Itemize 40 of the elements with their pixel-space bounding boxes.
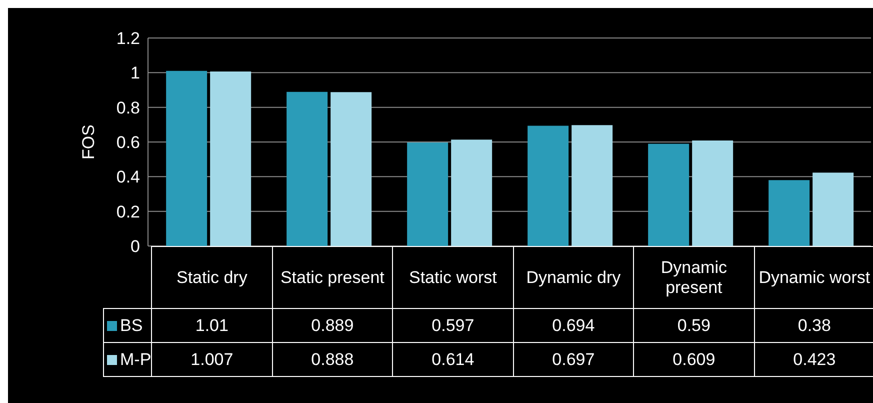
bar	[768, 180, 810, 246]
bar	[210, 71, 252, 246]
x-tick-label: Dynamic present	[634, 246, 754, 308]
bar	[528, 126, 569, 246]
data-label: 0.694	[513, 308, 634, 342]
y-tick-label: 0	[130, 237, 140, 256]
bar	[330, 92, 372, 246]
x-tick-label: Dynamic dry	[513, 246, 634, 308]
legend-label: BS	[104, 308, 152, 342]
y-tick-label: 0.2	[116, 202, 140, 222]
y-axis-title: FOS	[79, 124, 98, 160]
data-label: 0.38	[754, 308, 873, 342]
bar	[451, 140, 492, 246]
bar	[812, 172, 854, 246]
data-label: 0.59	[634, 308, 754, 342]
y-tick-label: 1.2	[116, 29, 140, 48]
data-label: 0.614	[392, 342, 514, 376]
x-tick-label: Static present	[272, 246, 393, 308]
y-tick-label: 0.4	[116, 168, 140, 187]
x-tick-label: Static dry	[152, 246, 272, 308]
data-label: 1.01	[152, 308, 272, 342]
bar	[572, 125, 613, 246]
legend-label: M-P	[104, 342, 152, 376]
x-tick-label: Dynamic worst	[754, 246, 873, 308]
y-tick-label: 0.8	[116, 98, 140, 118]
data-label: 0.888	[272, 342, 393, 376]
data-label: 0.423	[754, 342, 873, 376]
bar	[692, 140, 734, 246]
bar	[648, 144, 690, 246]
bar	[407, 142, 448, 246]
y-tick-label: 1	[130, 64, 140, 83]
bar	[286, 92, 328, 246]
y-tick-label: 0.6	[116, 133, 140, 152]
bar	[166, 70, 208, 246]
data-label: 0.889	[272, 308, 393, 342]
data-label: 0.697	[513, 342, 634, 376]
data-label: 0.609	[634, 342, 754, 376]
data-label: 0.597	[392, 308, 514, 342]
data-label: 1.007	[152, 342, 272, 376]
x-tick-label: Static worst	[392, 246, 514, 308]
